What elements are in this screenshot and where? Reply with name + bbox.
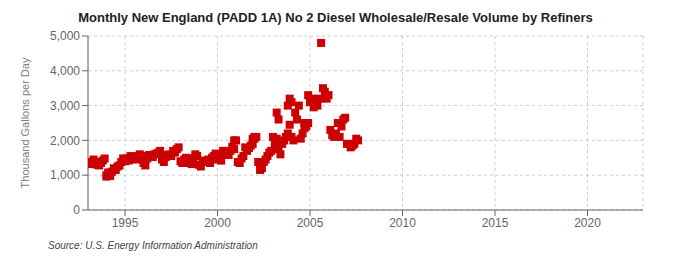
svg-text:2000: 2000	[204, 216, 231, 230]
svg-text:5,000: 5,000	[50, 29, 80, 43]
svg-text:2005: 2005	[297, 216, 324, 230]
svg-text:1995: 1995	[112, 216, 139, 230]
svg-text:0: 0	[73, 203, 80, 217]
svg-text:2015: 2015	[482, 216, 509, 230]
svg-text:Thousand Gallons per Day: Thousand Gallons per Day	[19, 57, 31, 188]
svg-text:1,000: 1,000	[50, 168, 80, 182]
html-text:Monthly New England (PADD 1A): Monthly New England (PADD 1A) No 2 Diese…	[78, 10, 593, 25]
svg-text:2,000: 2,000	[50, 134, 80, 148]
html-text:Source: U.S. Energy Informatio: Source: U.S. Energy Information Administ…	[48, 240, 258, 251]
svg-text:2010: 2010	[389, 216, 416, 230]
svg-text:3,000: 3,000	[50, 99, 80, 113]
svg-text:2020: 2020	[574, 216, 601, 230]
svg-text:4,000: 4,000	[50, 64, 80, 78]
